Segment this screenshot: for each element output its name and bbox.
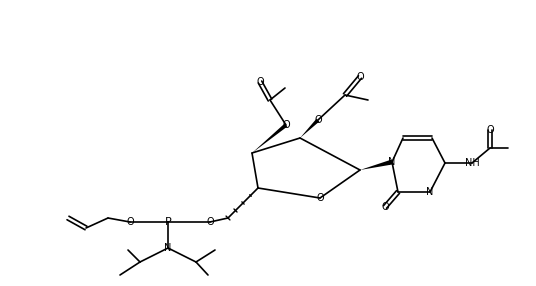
Text: N: N xyxy=(426,187,434,197)
Polygon shape xyxy=(300,119,319,138)
Polygon shape xyxy=(252,124,287,153)
Text: O: O xyxy=(381,202,389,212)
Text: O: O xyxy=(314,115,322,125)
Text: N: N xyxy=(165,243,172,253)
Text: P: P xyxy=(165,217,172,227)
Text: O: O xyxy=(256,77,264,87)
Text: O: O xyxy=(206,217,214,227)
Text: O: O xyxy=(356,72,364,82)
Text: O: O xyxy=(316,193,324,203)
Polygon shape xyxy=(360,160,392,170)
Text: N: N xyxy=(388,157,396,167)
Text: O: O xyxy=(126,217,134,227)
Text: NH: NH xyxy=(465,158,479,168)
Text: O: O xyxy=(486,125,494,135)
Text: O: O xyxy=(282,120,290,130)
